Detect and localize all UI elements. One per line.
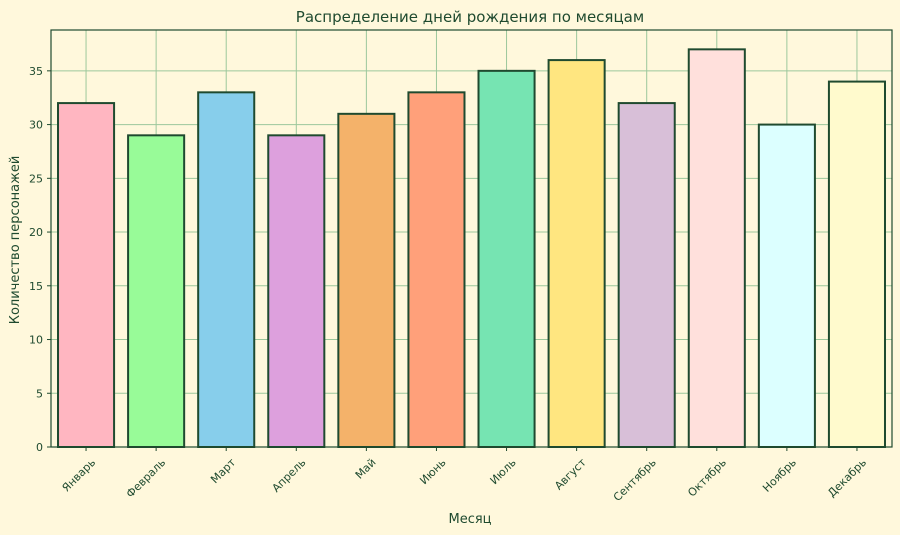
bar-12 bbox=[827, 80, 886, 449]
bar-1 bbox=[57, 102, 116, 448]
bar-6 bbox=[407, 91, 466, 448]
y-tick-label: 15 bbox=[29, 280, 43, 293]
bar-7 bbox=[477, 69, 536, 448]
bar-3 bbox=[197, 91, 256, 448]
chart-title: Распределение дней рождения по месяцам bbox=[296, 8, 644, 26]
bar-9 bbox=[617, 102, 676, 448]
y-tick-label: 30 bbox=[29, 119, 43, 132]
axes bbox=[50, 29, 893, 448]
x-axis-label: Месяц bbox=[448, 512, 491, 527]
bar-11 bbox=[757, 123, 816, 448]
y-tick-label: 5 bbox=[36, 387, 43, 400]
y-tick-label: 20 bbox=[29, 226, 43, 239]
plot-frame bbox=[50, 29, 893, 448]
bar-10 bbox=[687, 48, 746, 448]
y-axis-ticks: 0 5 10 15 20 25 30 35 bbox=[29, 65, 51, 454]
y-tick-label: 0 bbox=[36, 441, 43, 454]
bar-4 bbox=[267, 134, 326, 448]
y-tick-label: 35 bbox=[29, 65, 43, 78]
bar-8 bbox=[547, 59, 606, 449]
bar-5 bbox=[337, 112, 396, 448]
y-tick-label: 10 bbox=[29, 334, 43, 347]
bars bbox=[57, 48, 886, 449]
y-axis-label: Количество персонажей bbox=[8, 156, 23, 325]
y-tick-label: 25 bbox=[29, 172, 43, 185]
bar-2 bbox=[127, 134, 186, 448]
